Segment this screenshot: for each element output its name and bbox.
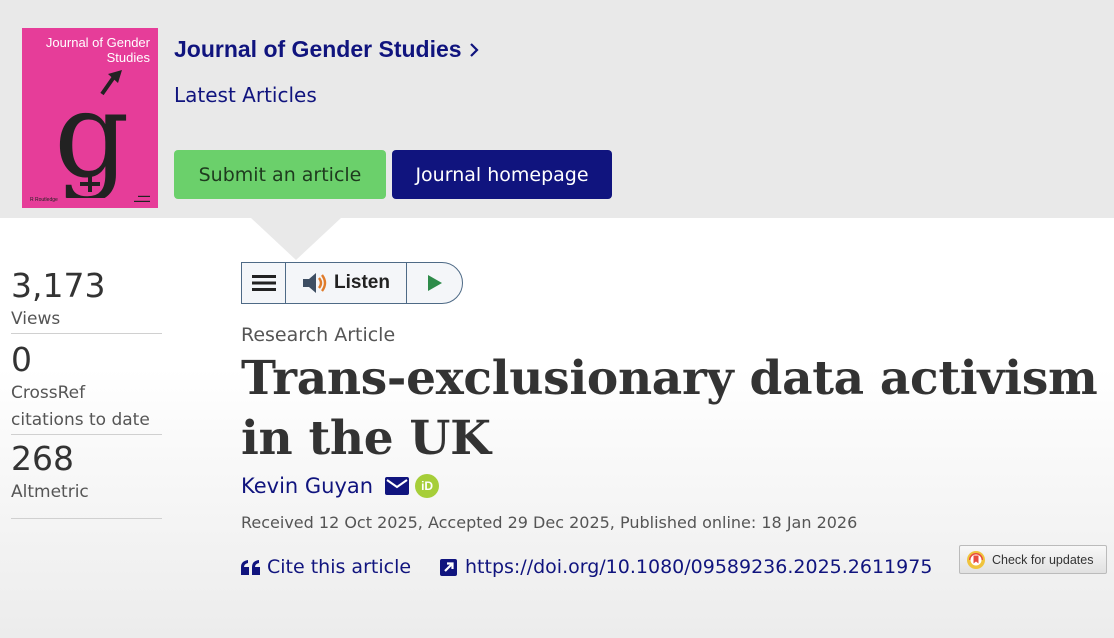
article-content-area xyxy=(0,218,1114,638)
article-title: Trans-exclusionary data activism in the … xyxy=(241,351,1098,466)
author-link[interactable]: Kevin Guyan xyxy=(241,474,374,498)
orcid-icon[interactable]: iD xyxy=(415,474,440,498)
publication-dates: Received 12 Oct 2025, Accepted 29 Dec 20… xyxy=(241,513,858,532)
gender-symbol-logo: g xyxy=(54,68,130,198)
cover-issue-info: ▬▬▬ ▬▬▬▬ xyxy=(134,193,150,203)
cite-label: Cite this article xyxy=(267,556,412,578)
article-metrics: 3,173 Views 0 CrossRef citations to date… xyxy=(11,266,162,519)
metric-label: Altmetric xyxy=(11,482,89,502)
metric-altmetric[interactable]: 268 Altmetric xyxy=(11,439,162,519)
publisher-logo: R Routledge xyxy=(30,197,58,203)
menu-icon xyxy=(251,275,276,291)
metric-views[interactable]: 3,173 Views xyxy=(11,266,162,334)
chevron-right-icon xyxy=(469,42,479,57)
metric-value: 3,173 xyxy=(11,266,106,305)
listen-label: Listen xyxy=(334,272,390,293)
metric-crossref[interactable]: 0 CrossRef citations to date xyxy=(11,340,162,435)
metric-value: 268 xyxy=(11,439,74,478)
journal-homepage-button[interactable]: Journal homepage xyxy=(392,150,612,199)
metric-label: CrossRef citations to date xyxy=(11,383,150,430)
check-updates-label: Check for updates xyxy=(992,552,1094,567)
listen-toolbar: Listen xyxy=(241,262,463,304)
cite-article-link[interactable]: Cite this article xyxy=(241,556,411,578)
listen-menu-button[interactable] xyxy=(242,263,286,303)
speaker-icon xyxy=(303,273,327,293)
metric-label: Views xyxy=(11,309,61,329)
external-link-icon xyxy=(440,558,457,576)
doi-link[interactable]: https://doi.org/10.1080/09589236.2025.26… xyxy=(440,556,932,578)
journal-header: Journal of Gender Studies g R Routledge … xyxy=(0,0,1114,218)
journal-cover-image[interactable]: Journal of Gender Studies g R Routledge … xyxy=(22,28,158,208)
doi-url: https://doi.org/10.1080/09589236.2025.26… xyxy=(465,556,933,578)
play-button[interactable] xyxy=(407,263,462,303)
journal-title: Journal of Gender Studies xyxy=(174,36,462,62)
crossmark-icon xyxy=(967,550,985,569)
header-pointer xyxy=(251,218,341,260)
quote-icon xyxy=(241,559,260,575)
listen-button[interactable]: Listen xyxy=(286,263,407,303)
check-for-updates-button[interactable]: Check for updates xyxy=(959,545,1107,574)
submit-article-button[interactable]: Submit an article xyxy=(174,150,386,199)
author-row: Kevin Guyan iD xyxy=(241,474,440,498)
article-type: Research Article xyxy=(241,324,396,346)
play-icon xyxy=(427,275,442,291)
journal-title-link[interactable]: Journal of Gender Studies xyxy=(174,36,479,63)
email-icon[interactable] xyxy=(385,477,410,495)
metric-value: 0 xyxy=(11,340,32,379)
section-label[interactable]: Latest Articles xyxy=(174,83,317,107)
cover-title: Journal of Gender Studies xyxy=(45,35,150,65)
